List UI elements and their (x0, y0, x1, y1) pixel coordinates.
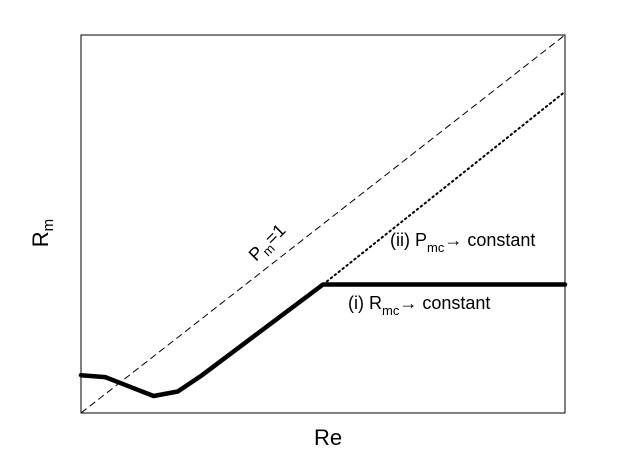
y-axis-label-main: R (28, 231, 53, 247)
series-line-dashed (80, 34, 566, 414)
series-line-solid-thick (78, 282, 568, 399)
annotation-pmc-sub: mc (427, 240, 445, 255)
y-axis-label: Rm (28, 219, 57, 247)
annotation-pmc-prefix: (ii) P (390, 230, 427, 250)
annotation-rmc-suffix: → constant (399, 293, 490, 313)
x-axis-label: Re (314, 425, 342, 450)
y-axis-label-sub: m (40, 219, 57, 232)
series-layer (78, 34, 568, 414)
annotation-pm-equals-1: Pm=1 (245, 220, 293, 268)
plot-frame (80, 34, 566, 414)
series-line-dotted (322, 90, 566, 286)
annotation-rmc-sub: mc (382, 303, 400, 318)
annotation-pmc-suffix: → constant (444, 230, 535, 250)
annotation-rmc-constant: (i) Rmc→ constant (348, 293, 490, 318)
annotation-rmc-prefix: (i) R (348, 293, 382, 313)
annotation-pmc-constant: (ii) Pmc→ constant (390, 230, 535, 255)
